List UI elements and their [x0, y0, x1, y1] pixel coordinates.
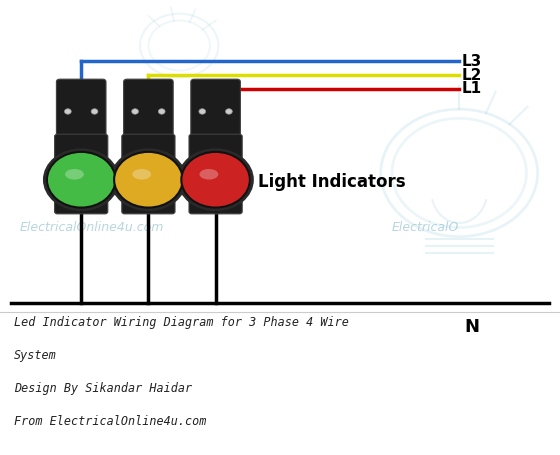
Circle shape [91, 109, 98, 114]
Text: L3: L3 [462, 54, 482, 69]
Ellipse shape [114, 152, 183, 207]
FancyBboxPatch shape [124, 79, 173, 142]
Circle shape [64, 109, 71, 114]
Text: L1: L1 [462, 81, 482, 96]
Text: ElectricalO: ElectricalO [392, 221, 459, 234]
Ellipse shape [199, 169, 218, 180]
FancyBboxPatch shape [122, 134, 175, 214]
Ellipse shape [181, 152, 250, 207]
Circle shape [158, 109, 165, 114]
FancyBboxPatch shape [54, 134, 108, 214]
FancyBboxPatch shape [191, 79, 240, 142]
Text: From ElectricalOnline4u.com: From ElectricalOnline4u.com [14, 415, 207, 428]
FancyBboxPatch shape [57, 79, 106, 142]
Ellipse shape [47, 152, 115, 207]
Text: ElectricalOnline4u.com: ElectricalOnline4u.com [20, 221, 164, 234]
Text: N: N [465, 318, 480, 337]
Text: L2: L2 [462, 68, 482, 82]
FancyBboxPatch shape [189, 134, 242, 214]
Text: Led Indicator Wiring Diagram for 3 Phase 4 Wire: Led Indicator Wiring Diagram for 3 Phase… [14, 316, 349, 329]
Ellipse shape [132, 169, 151, 180]
Text: Light Indicators: Light Indicators [258, 173, 405, 191]
Circle shape [199, 109, 206, 114]
Circle shape [226, 109, 232, 114]
Text: Design By Sikandar Haidar: Design By Sikandar Haidar [14, 382, 192, 395]
Text: System: System [14, 349, 57, 362]
Circle shape [132, 109, 138, 114]
Ellipse shape [65, 169, 84, 180]
